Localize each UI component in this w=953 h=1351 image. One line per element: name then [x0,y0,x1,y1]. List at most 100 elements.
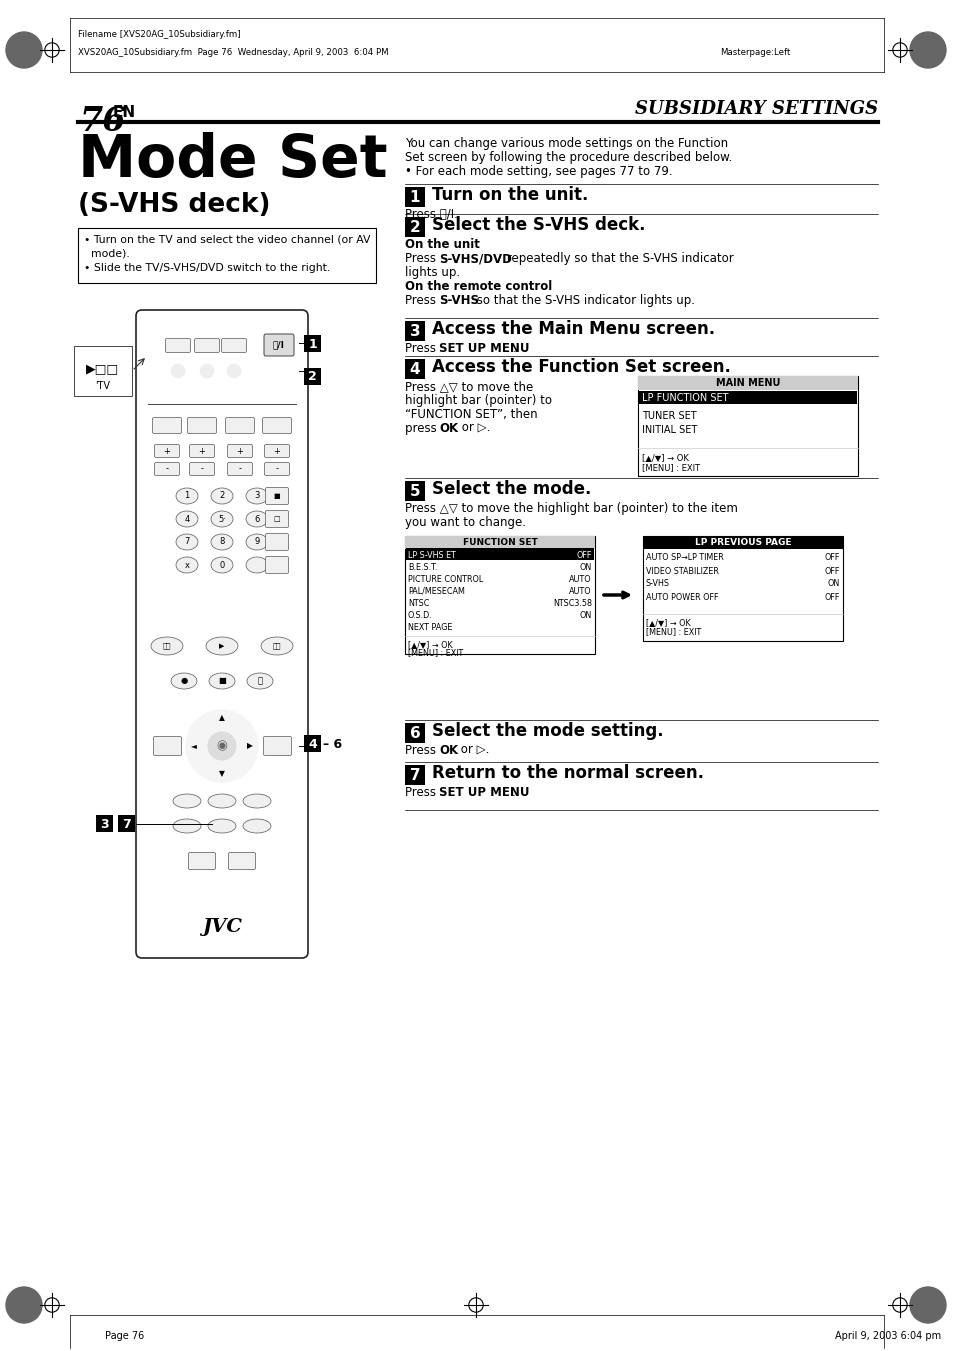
Text: 1: 1 [184,492,190,500]
Text: ◄: ◄ [191,742,196,751]
Text: Select the mode.: Select the mode. [432,480,591,499]
Text: AUTO POWER OFF: AUTO POWER OFF [645,593,718,601]
Text: OK: OK [438,422,457,435]
Text: repeatedly so that the S-VHS indicator: repeatedly so that the S-VHS indicator [502,253,733,265]
Text: ◉: ◉ [216,739,227,753]
Text: You can change various mode settings on the Function: You can change various mode settings on … [405,136,727,150]
FancyBboxPatch shape [265,511,288,527]
Bar [405,536,595,549]
Bar [74,346,132,396]
Text: Turn on the unit.: Turn on the unit. [432,186,588,204]
Text: -: - [165,465,169,473]
Text: .: . [512,786,516,798]
Bar [405,723,424,743]
Text: 4: 4 [184,515,190,523]
Ellipse shape [246,511,268,527]
Text: Mode Set: Mode Set [78,132,387,189]
Text: 6: 6 [409,725,420,740]
Ellipse shape [175,534,198,550]
Text: +: + [274,446,280,455]
Text: 1: 1 [410,189,420,204]
FancyBboxPatch shape [262,417,292,434]
Text: SUBSIDIARY SETTINGS: SUBSIDIARY SETTINGS [634,100,877,118]
Text: ▶: ▶ [219,643,225,648]
FancyBboxPatch shape [188,417,216,434]
Text: 7: 7 [409,767,420,782]
Text: +: + [163,446,171,455]
Text: Press: Press [405,253,439,265]
Text: -: - [200,465,203,473]
Text: MAIN MENU: MAIN MENU [715,378,780,388]
Text: S-VHS/DVD: S-VHS/DVD [438,253,512,265]
Circle shape [200,363,213,378]
Ellipse shape [261,638,293,655]
Text: SET UP MENU: SET UP MENU [438,342,529,355]
Text: – 6: – 6 [323,738,342,751]
Text: ON: ON [827,580,840,589]
Text: XVS20AG_10Subsidiary.fm  Page 76  Wednesday, April 9, 2003  6:04 PM: XVS20AG_10Subsidiary.fm Page 76 Wednesda… [78,49,388,57]
Text: 8: 8 [219,538,225,547]
Ellipse shape [175,488,198,504]
Circle shape [208,732,235,761]
Text: 3: 3 [100,817,109,831]
Ellipse shape [175,511,198,527]
Ellipse shape [206,638,237,655]
Text: 7: 7 [184,538,190,547]
Text: VIDEO STABILIZER: VIDEO STABILIZER [645,566,719,576]
Text: ⏩⏩: ⏩⏩ [273,643,281,650]
Bar [638,376,857,390]
Bar [118,815,135,832]
Text: 3: 3 [254,492,259,500]
Bar [642,536,842,549]
Text: ▶: ▶ [247,742,253,751]
Bar [304,335,320,353]
Text: or ▷.: or ▷. [456,744,489,757]
Circle shape [909,1288,945,1323]
Text: Filename [XVS20AG_10Subsidiary.fm]: Filename [XVS20AG_10Subsidiary.fm] [78,30,240,39]
Ellipse shape [243,794,271,808]
Bar [405,359,424,380]
Text: [MENU] : EXIT: [MENU] : EXIT [645,627,700,636]
Text: Press: Press [405,295,439,307]
Ellipse shape [211,534,233,550]
Text: (S-VHS deck): (S-VHS deck) [78,192,271,218]
Text: Select the S-VHS deck.: Select the S-VHS deck. [432,216,645,234]
Text: ■: ■ [218,677,226,685]
Text: +: + [198,446,205,455]
Text: Press △▽ to move the: Press △▽ to move the [405,380,533,393]
Text: Select the mode setting.: Select the mode setting. [432,721,663,740]
Ellipse shape [171,673,196,689]
FancyBboxPatch shape [152,417,181,434]
Text: 1: 1 [308,338,316,350]
Text: ▲: ▲ [219,713,225,723]
FancyBboxPatch shape [227,444,253,458]
Text: April 9, 2003 6:04 pm: April 9, 2003 6:04 pm [834,1331,941,1342]
Text: ON: ON [579,562,592,571]
Text: Press: Press [405,744,439,757]
Text: OFF: OFF [576,550,592,559]
Text: 5·: 5· [218,515,226,523]
Text: ●: ● [180,677,188,685]
Bar [642,536,842,640]
Text: 2: 2 [219,492,224,500]
FancyBboxPatch shape [264,444,289,458]
Bar [405,186,424,207]
Text: -: - [238,465,241,473]
Text: OFF: OFF [823,554,840,562]
Ellipse shape [175,557,198,573]
Circle shape [6,1288,42,1323]
Text: lights up.: lights up. [405,266,459,280]
Text: 'TV: 'TV [95,381,111,390]
Ellipse shape [211,488,233,504]
Text: 0: 0 [219,561,224,570]
Text: NTSC: NTSC [408,598,429,608]
Text: press: press [405,422,440,435]
Text: AUTO SP→LP TIMER: AUTO SP→LP TIMER [645,554,723,562]
Text: 2: 2 [308,370,316,384]
Text: 3: 3 [409,323,420,339]
Text: 4: 4 [308,738,316,751]
Text: On the unit: On the unit [405,238,479,251]
Text: PAL/MESECAM: PAL/MESECAM [408,586,464,596]
Text: PICTURE CONTROL: PICTURE CONTROL [408,574,483,584]
Text: OFF: OFF [823,593,840,601]
